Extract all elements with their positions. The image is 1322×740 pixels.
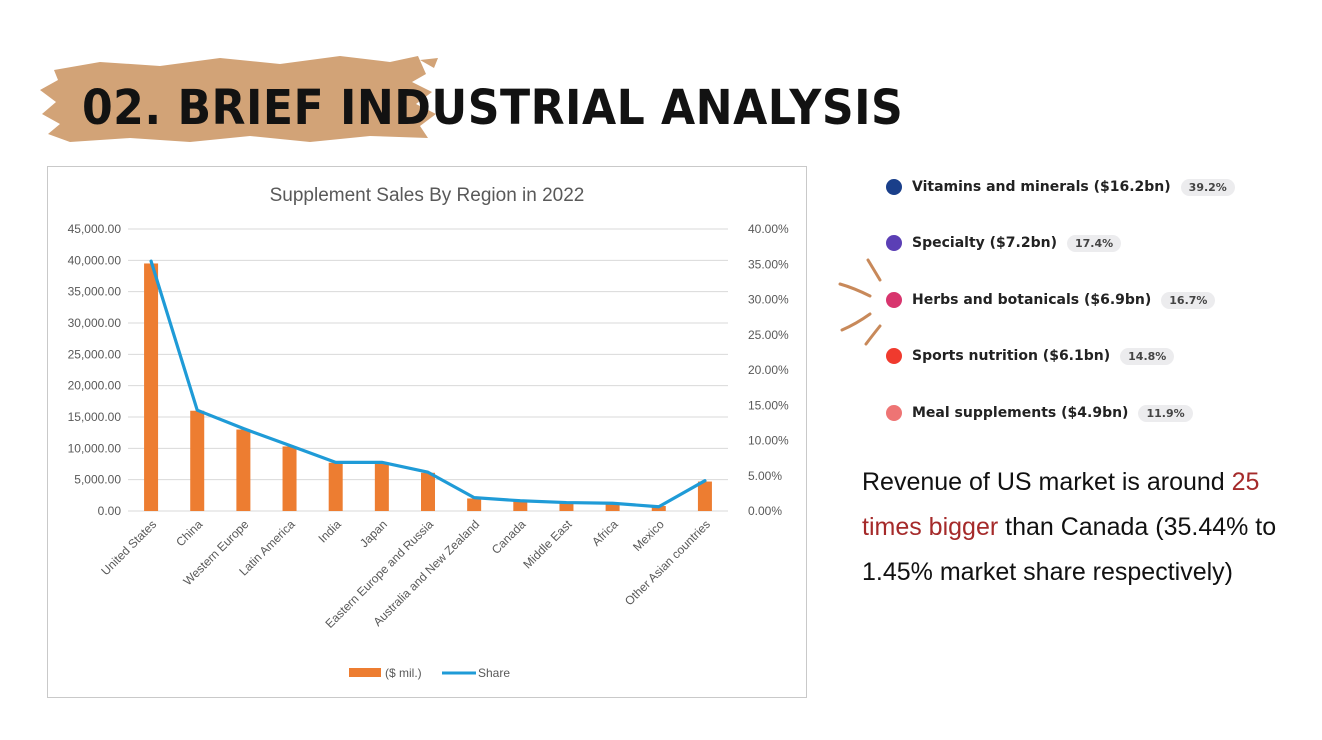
x-tick-label: India [316,517,345,546]
breakdown-percent-badge: 14.8% [1120,347,1175,365]
x-tick-label: China [173,517,205,549]
insight-part-2: than Canada (35.44% to 1.45% market shar… [862,513,1277,586]
line-series [149,259,707,509]
breakdown-label: Specialty ($7.2bn) [912,235,1057,251]
chart-panel: Supplement Sales By Region in 2022 0.00 5… [47,166,807,698]
right-tick-label: 10.00% [748,434,789,448]
bar [282,446,297,511]
left-tick-label: 40,000.00 [68,253,122,267]
left-tick-label: 30,000.00 [68,316,122,330]
right-axis: 0.00% 5.00% 10.00% 15.00% 20.00% 25.00% 30.00%… [748,222,789,518]
breakdown-percent-badge: 16.7% [1161,291,1216,309]
bar [421,472,435,511]
page-title: 02. BRIEF INDUSTRIAL ANALYSIS [82,80,904,136]
breakdown-label: Herbs and botanicals ($6.9bn) [912,292,1152,308]
bar [374,463,389,511]
bullet-dot-icon [886,235,902,251]
brush-stroke-decoration [40,56,438,142]
breakdown-label: Sports nutrition ($6.1bn) [912,348,1111,364]
bar [144,263,159,511]
right-tick-label: 25.00% [748,328,789,342]
bar [605,503,620,511]
right-tick-label: 15.00% [748,398,789,412]
right-tick-label: 40.00% [748,222,789,236]
breakdown-percent-badge: 11.9% [1138,404,1193,422]
bar [236,429,251,511]
left-tick-label: 20,000.00 [68,379,122,393]
sparkle-decoration [838,258,882,346]
left-tick-label: 15,000.00 [68,410,122,424]
combo-chart: Supplement Sales By Region in 2022 0.00 5… [68,185,789,680]
legend-line-label: Share [478,666,510,680]
share-line [149,259,707,509]
right-tick-label: 20.00% [748,363,789,377]
bar-series [144,263,712,511]
left-tick-label: 5,000.00 [74,473,121,487]
title-banner: 02. BRIEF INDUSTRIAL ANALYSIS [40,52,904,148]
breakdown-item-specialty: Specialty ($7.2bn) 17.4% [886,226,1122,260]
right-tick-label: 30.00% [748,293,789,307]
bar [697,481,712,511]
x-tick-label: Other Asian countries [622,517,713,608]
bullet-dot-icon [886,292,902,308]
bar [190,410,205,511]
x-tick-label: United States [98,517,159,578]
breakdown-label: Meal supplements ($4.9bn) [912,405,1129,421]
chart-legend: ($ mil.) Share [349,666,510,680]
bullet-dot-icon [886,405,902,421]
x-tick-label: Japan [357,517,390,550]
bar [328,462,343,511]
bar [559,502,574,511]
bar [467,498,482,511]
x-tick-label: Africa [589,517,621,549]
bar [513,500,528,511]
breakdown-percent-badge: 17.4% [1066,234,1122,252]
breakdown-label: Vitamins and minerals ($16.2bn) [912,179,1171,195]
breakdown-item-vitamins: Vitamins and minerals ($16.2bn) 39.2% [886,170,1235,204]
right-tick-label: 5.00% [748,469,782,483]
left-tick-label: 25,000.00 [68,347,122,361]
left-tick-label: 10,000.00 [68,441,122,455]
breakdown-item-sports: Sports nutrition ($6.1bn) 14.8% [886,339,1175,373]
x-tick-label: Canada [489,517,529,557]
left-tick-label: 35,000.00 [68,285,122,299]
right-tick-label: 35.00% [748,257,789,271]
chart-title: Supplement Sales By Region in 2022 [270,185,585,206]
bullet-dot-icon [886,179,902,195]
legend-bar-label: ($ mil.) [385,666,422,680]
breakdown-percent-badge: 39.2% [1180,178,1235,196]
x-tick-label: Mexico [630,517,667,554]
insight-highlight: 25 times bigger [862,468,1260,541]
left-tick-label: 0.00 [98,504,122,518]
left-tick-label: 45,000.00 [68,222,122,236]
breakdown-item-meal: Meal supplements ($4.9bn) 11.9% [886,396,1193,430]
x-tick-label: Middle East [520,517,575,572]
legend-bar-swatch [349,668,381,677]
bar [651,505,666,511]
left-axis: 0.00 5,000.00 10,000.00 15,000.00 20,000.00 2… [68,222,122,518]
insight-part-1: Revenue of US market is around [862,468,1232,496]
gridlines [128,228,728,512]
right-tick-label: 0.00% [748,504,782,518]
insight-text: Revenue of US market is around 25 times … [862,460,1312,595]
bullet-dot-icon [886,348,902,364]
breakdown-item-herbs: Herbs and botanicals ($6.9bn) 16.7% [886,283,1216,317]
